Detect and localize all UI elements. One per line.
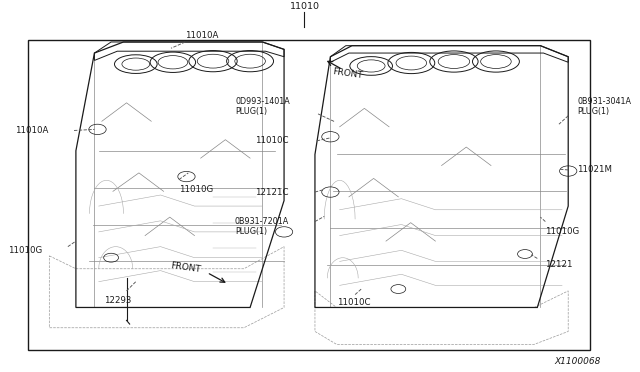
Text: X1100068: X1100068 [555, 357, 601, 366]
Text: 11010G: 11010G [545, 227, 580, 236]
Text: 11010C: 11010C [337, 298, 370, 307]
Text: 11010G: 11010G [8, 246, 42, 255]
Text: 0B931-7201A
PLUG(1): 0B931-7201A PLUG(1) [235, 217, 289, 236]
Text: 0B931-3041A
PLUG(1): 0B931-3041A PLUG(1) [577, 97, 632, 116]
Text: FRONT: FRONT [332, 67, 364, 81]
Text: 0D993-1401A
PLUG(1): 0D993-1401A PLUG(1) [236, 97, 291, 116]
Text: 12293: 12293 [104, 296, 131, 305]
Text: 11010G: 11010G [179, 185, 213, 194]
Bar [28, 40, 590, 350]
Text: FRONT: FRONT [170, 261, 201, 274]
Text: 11010A: 11010A [15, 126, 48, 135]
Text: 12121C: 12121C [255, 187, 289, 196]
Text: 11010C: 11010C [255, 136, 289, 145]
Text: 11010A: 11010A [185, 31, 219, 40]
Text: 12121: 12121 [545, 260, 573, 269]
Text: 11021M: 11021M [577, 166, 612, 174]
Text: 11010: 11010 [289, 1, 319, 11]
